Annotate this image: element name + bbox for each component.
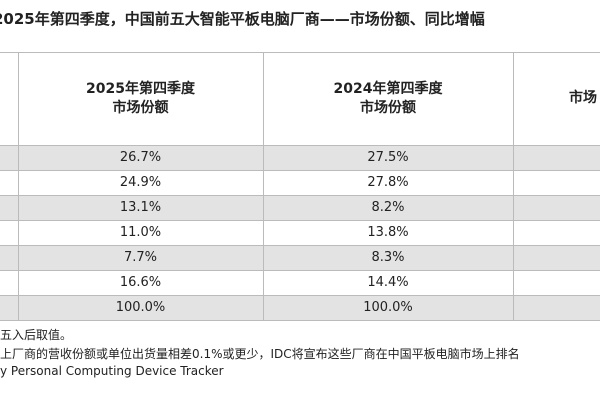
table-border <box>0 145 600 146</box>
footnote: 五入后取值。 <box>0 328 73 342</box>
row-border <box>0 295 600 296</box>
column-border <box>513 52 514 320</box>
table-border <box>0 52 600 53</box>
table-cell: 13.8% <box>367 225 409 240</box>
row-border <box>0 220 600 221</box>
column-border <box>18 52 19 320</box>
row-border <box>0 195 600 196</box>
row-border <box>0 170 600 171</box>
row-border <box>0 245 600 246</box>
table-cell: 24.9% <box>119 175 162 190</box>
table-cell: 8.2% <box>371 200 405 215</box>
table-cell: 7.7% <box>123 250 158 265</box>
table-cell: 8.3% <box>371 250 405 265</box>
column-header: 2025年第四季度 市场份额 <box>86 80 195 116</box>
table-cell: 26.7% <box>119 150 162 165</box>
column-header: 市场 <box>569 90 597 106</box>
row-shade <box>0 145 600 170</box>
table-cell: 100.0% <box>363 300 413 315</box>
row-border <box>0 270 600 271</box>
footnote: y Personal Computing Device Tracker <box>0 364 224 378</box>
title: 2025年第四季度，中国前五大智能平板电脑厂商——市场份额、同比增幅 <box>0 10 485 28</box>
row-shade <box>0 245 600 270</box>
footnote: 上厂商的营收份额或单位出货量相差0.1%或更少，IDC将宣布这些厂商在中国平板电… <box>0 347 520 361</box>
row-border <box>0 320 600 321</box>
row-shade <box>0 295 600 320</box>
column-border <box>263 52 264 320</box>
column-header: 2024年第四季度 市场份额 <box>333 80 443 116</box>
table-cell: 27.5% <box>367 150 409 165</box>
row-shade <box>0 195 600 220</box>
table-cell: 14.4% <box>367 275 409 290</box>
table-cell: 100.0% <box>115 300 166 315</box>
table-cell: 16.6% <box>119 275 162 290</box>
table-cell: 13.1% <box>119 200 162 215</box>
table-cell: 11.0% <box>119 225 162 240</box>
table-cell: 27.8% <box>367 175 409 190</box>
